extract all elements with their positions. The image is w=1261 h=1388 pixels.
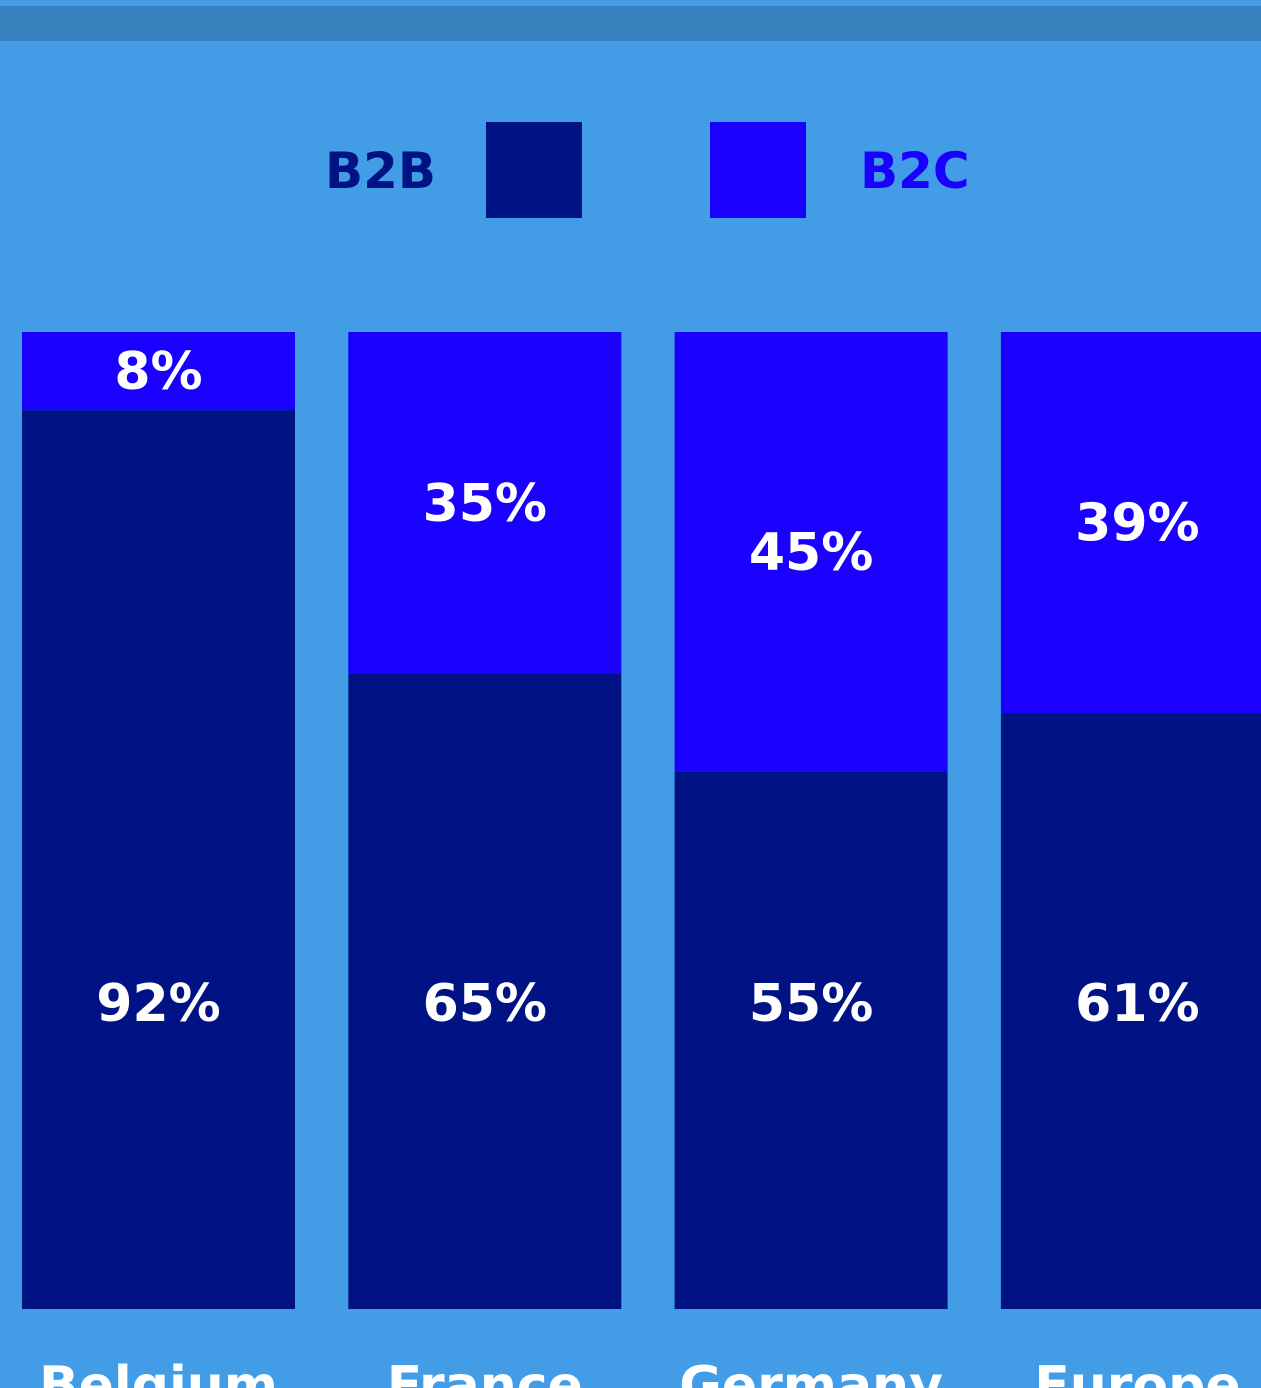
bar-b2c-europe	[1000, 332, 1261, 714]
top-band	[0, 6, 1261, 41]
legend-label-b2c: B2C	[860, 142, 970, 200]
data-label-b2b-germany: 55%	[749, 974, 873, 1034]
data-label-b2c-belgium: 8%	[114, 342, 202, 402]
data-label-b2b-belgium: 92%	[96, 974, 220, 1034]
data-label-b2b-europe: 61%	[1075, 974, 1199, 1034]
data-label-b2c-germany: 45%	[749, 523, 873, 583]
legend-label-b2b: B2B	[325, 142, 436, 200]
data-label-b2c-france: 35%	[423, 474, 547, 534]
bar-b2b-europe	[1000, 713, 1261, 1309]
category-labels: Belgium France Germany Europe	[39, 1356, 1241, 1388]
bar-b2b-germany	[674, 771, 948, 1309]
bar-b2b-belgium	[22, 410, 295, 1309]
bar-b2c-france	[348, 332, 622, 674]
category-label-germany: Germany	[679, 1356, 943, 1388]
legend-swatch-b2b	[486, 122, 582, 218]
bar-b2c-belgium	[22, 332, 295, 411]
category-label-europe: Europe	[1034, 1356, 1240, 1388]
category-label-france: France	[387, 1356, 583, 1388]
category-label-belgium: Belgium	[39, 1356, 278, 1388]
legend: B2B B2C	[325, 122, 970, 218]
data-label-b2b-france: 65%	[423, 974, 547, 1034]
legend-swatch-b2c	[710, 122, 806, 218]
bar-b2b-france	[348, 673, 622, 1309]
bar-b2c-germany	[674, 332, 948, 772]
bar-labels: 8% 92% 35% 65% 45% 55% 39% 61%	[96, 342, 1199, 1034]
bars	[22, 332, 1261, 1309]
data-label-b2c-europe: 39%	[1075, 494, 1199, 554]
